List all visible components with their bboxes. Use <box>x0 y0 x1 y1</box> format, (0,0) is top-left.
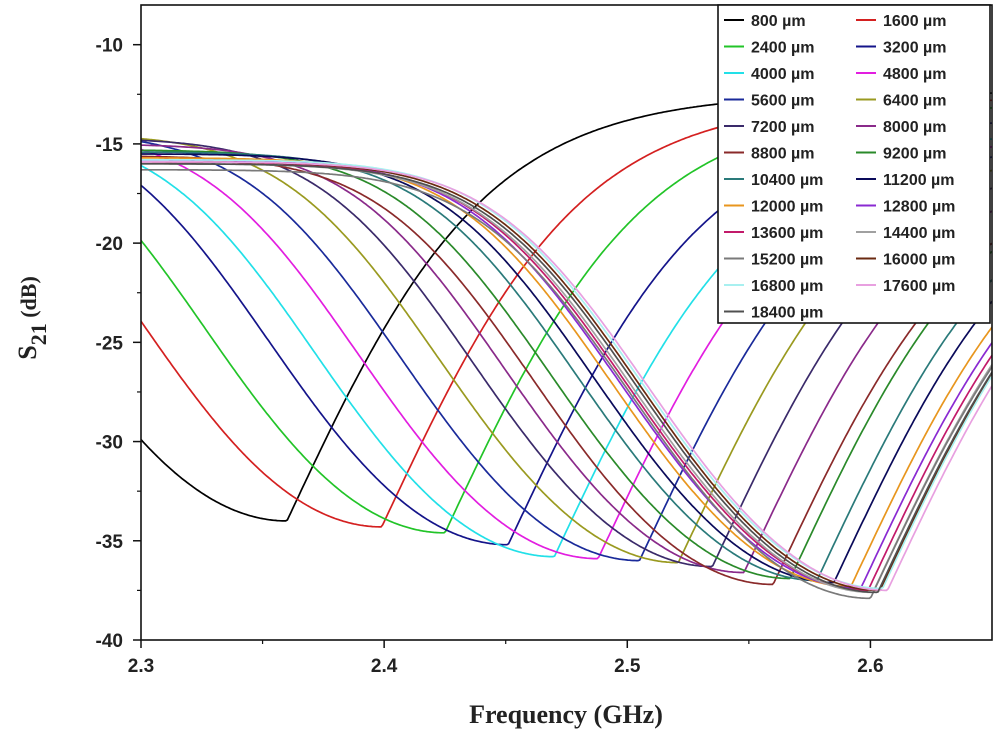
legend-label: 12800 µm <box>883 199 955 216</box>
x-tick-label: 2.5 <box>614 656 641 677</box>
series-line-14 <box>141 153 992 584</box>
legend-label: 4000 µm <box>751 66 814 83</box>
x-axis-title: Frequency (GHz) <box>469 700 663 729</box>
series-layer <box>141 92 992 600</box>
series-line-19 <box>141 168 992 600</box>
legend-label: 16800 µm <box>751 278 823 295</box>
legend-label: 7200 µm <box>751 119 814 136</box>
legend-label: 17600 µm <box>883 278 955 295</box>
legend-label: 4800 µm <box>883 66 946 83</box>
y-tick-label: -15 <box>96 135 124 156</box>
x-tick-label: 2.6 <box>857 656 883 677</box>
legend-label: 18400 µm <box>751 305 823 322</box>
legend-label: 10400 µm <box>751 172 823 189</box>
y-tick-label: -30 <box>96 433 123 454</box>
legend-items: 800 µm 1600 µm 2400 µm 3200 µm 4000 µm 4800 µ… <box>724 13 955 322</box>
y-tick-label: -20 <box>96 234 123 255</box>
x-tick-label: 2.3 <box>128 656 154 677</box>
x-axis-label: Frequency (GHz) <box>469 700 663 729</box>
legend-label: 14400 µm <box>883 225 955 242</box>
series-line-11 <box>141 155 992 586</box>
y-tick-label: -35 <box>96 532 124 553</box>
legend-label: 12000 µm <box>751 199 823 216</box>
series-line-22 <box>141 160 992 592</box>
legend-label: 8000 µm <box>883 119 946 136</box>
series-line-23 <box>141 162 992 594</box>
legend: 800 µm 1600 µm 2400 µm 3200 µm 4000 µm 4800 µ… <box>717 4 991 324</box>
y-tick-label: -10 <box>96 36 123 57</box>
y-axis-title: S21 (dB) <box>13 276 51 360</box>
legend-label: 16000 µm <box>883 252 955 269</box>
legend-label: 11200 µm <box>883 172 955 189</box>
y-tick-label: -40 <box>96 631 123 652</box>
legend-label: 1600 µm <box>883 13 946 30</box>
plot-frame <box>140 4 993 641</box>
axes-layer: 2.3 2.4 2.5 2.6 -10 -15 -20 -25 -30 -35 -40 <box>96 36 884 677</box>
legend-label: 800 µm <box>751 13 806 30</box>
legend-label: 3200 µm <box>883 40 946 57</box>
legend-label: 8800 µm <box>751 146 814 163</box>
x-tick-label: 2.4 <box>371 656 398 677</box>
legend-label: 2400 µm <box>751 40 814 57</box>
legend-label: 5600 µm <box>751 93 814 110</box>
legend-label: 15200 µm <box>751 252 823 269</box>
legend-label: 9200 µm <box>883 146 946 163</box>
legend-label: 6400 µm <box>883 93 946 110</box>
y-axis-label: S21 (dB) <box>13 276 51 360</box>
legend-box <box>717 4 991 324</box>
legend-label: 13600 µm <box>751 225 823 242</box>
y-tick-label: -25 <box>96 333 124 354</box>
